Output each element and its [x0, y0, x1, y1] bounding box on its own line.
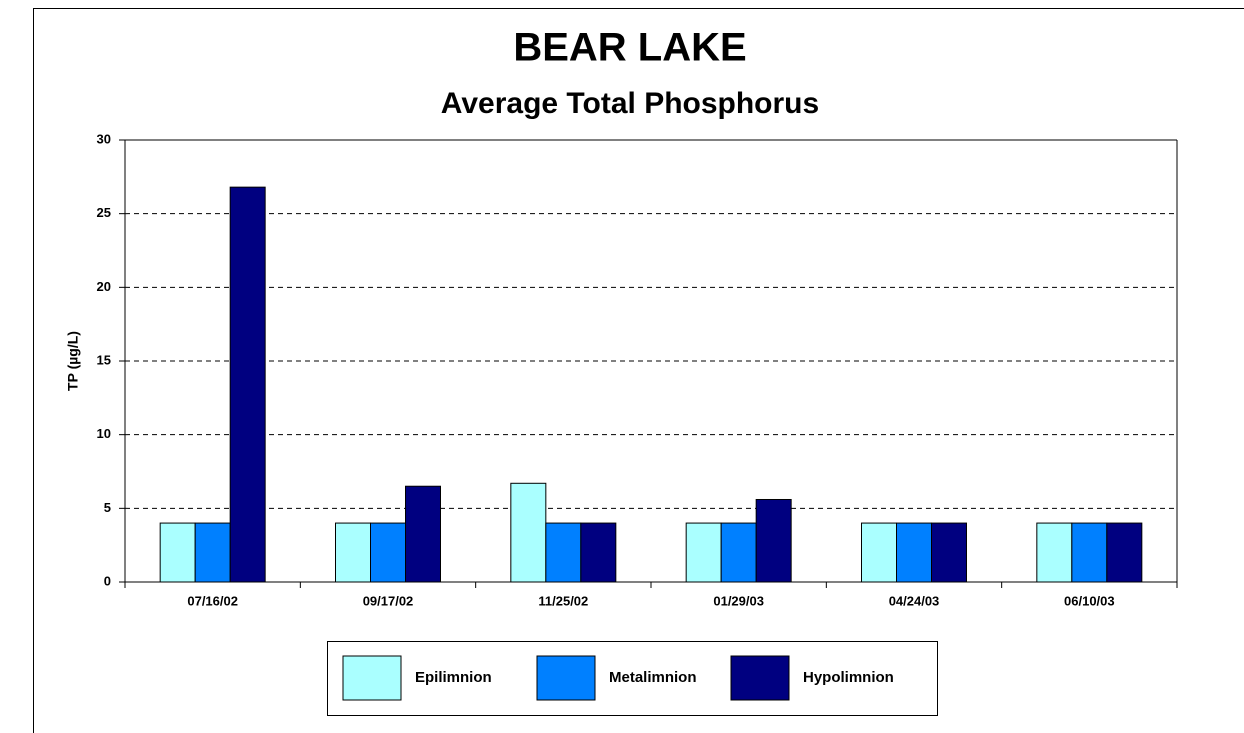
- bar: [755, 498, 792, 583]
- legend-label: Epilimnion: [415, 669, 492, 686]
- bar: [1071, 522, 1108, 583]
- bar: [1036, 522, 1073, 583]
- bar: [861, 522, 897, 583]
- bar: [720, 522, 757, 583]
- y-tick-label: 5: [104, 500, 111, 515]
- bar: [194, 522, 231, 583]
- bar: [896, 522, 932, 583]
- legend-swatch: [536, 655, 596, 701]
- y-tick-label: 25: [97, 205, 111, 220]
- bar: [1106, 522, 1143, 583]
- bar: [370, 522, 406, 583]
- legend-box: [327, 641, 938, 716]
- bar: [545, 522, 582, 583]
- y-tick-label: 30: [97, 131, 111, 146]
- bar: [159, 522, 196, 583]
- bar: [931, 522, 967, 583]
- y-tick-label: 20: [97, 279, 111, 294]
- bar: [685, 522, 722, 583]
- legend-label: Metalimnion: [609, 669, 697, 686]
- legend-label: Hypolimnion: [803, 669, 894, 686]
- chart-subtitle: Average Total Phosphorus: [441, 87, 819, 120]
- bar: [510, 482, 547, 583]
- bar: [229, 186, 266, 583]
- y-tick-label: 10: [97, 426, 111, 441]
- x-tick-label: 04/24/03: [889, 593, 940, 608]
- y-tick-label: 0: [104, 573, 111, 588]
- x-tick-label: 01/29/03: [713, 593, 764, 608]
- x-tick-label: 06/10/03: [1064, 593, 1115, 608]
- legend-swatch: [342, 655, 402, 701]
- x-tick-label: 07/16/02: [187, 593, 238, 608]
- legend-swatch: [730, 655, 790, 701]
- y-axis-label: TP (µg/L): [65, 331, 81, 391]
- bar: [405, 485, 441, 583]
- y-tick-label: 15: [97, 352, 111, 367]
- x-tick-label: 11/25/02: [538, 593, 588, 608]
- x-tick-label: 09/17/02: [363, 593, 414, 608]
- bar: [335, 522, 371, 583]
- bar: [580, 522, 617, 583]
- chart-title: BEAR LAKE: [513, 26, 746, 70]
